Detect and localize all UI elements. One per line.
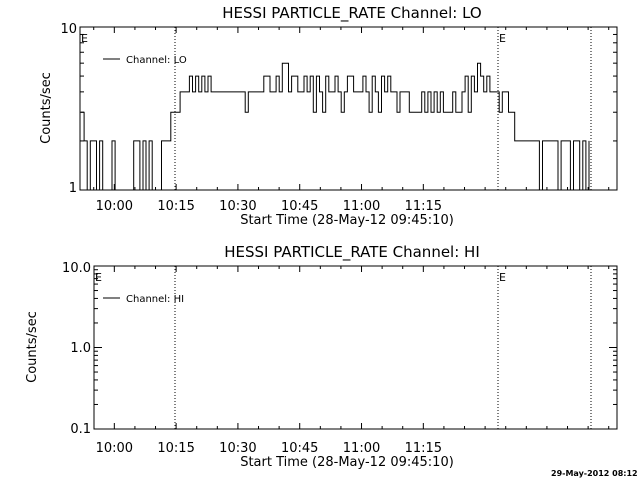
hi-x-tick-label: 10:00 (96, 441, 133, 456)
hi-event-label: E (95, 271, 102, 284)
hi-x-tick-labels: 10:00 10:15 10:30 10:45 11:00 11:15 (96, 441, 442, 456)
lo-y-tick-label-10: 10 (60, 22, 77, 37)
hi-y-tick-label-10: 10.0 (62, 261, 91, 276)
hi-chart-title: HESSI PARTICLE_RATE Channel: HI (224, 243, 480, 262)
hi-x-tick-label: 10:30 (219, 441, 256, 456)
footer-timestamp: 29-May-2012 08:12 (551, 469, 638, 478)
lo-plot-frame (79, 26, 618, 191)
lo-legend-label: Channel: LO (126, 55, 187, 66)
lo-event-label: E (499, 32, 506, 45)
lo-event-label: E (81, 32, 88, 45)
hi-legend-label: Channel: HI (126, 294, 184, 305)
hi-x-tick-label: 10:45 (281, 441, 318, 456)
panel-lo: HESSI PARTICLE_RATE Channel: LO 10 1 Cou… (39, 4, 618, 228)
lo-x-tick-label: 10:00 (96, 199, 133, 214)
lo-y-tick-label-1: 1 (69, 181, 77, 196)
lo-y-axis-label: Counts/sec (39, 72, 54, 144)
hi-x-axis-label: Start Time (28-May-12 09:45:10) (240, 455, 454, 470)
hi-x-tick-label: 11:15 (405, 441, 442, 456)
hi-ticks (94, 266, 617, 430)
hi-y-axis-label: Counts/sec (25, 311, 40, 383)
lo-x-tick-label: 10:45 (281, 199, 318, 214)
lo-x-tick-label: 10:30 (219, 199, 256, 214)
hi-y-tick-label-0-1: 0.1 (70, 422, 91, 437)
lo-x-tick-labels: 10:00 10:15 10:30 10:45 11:00 11:15 (96, 199, 442, 214)
hi-plot-frame (93, 265, 618, 430)
hi-x-tick-label: 10:15 (157, 441, 194, 456)
panel-hi: HESSI PARTICLE_RATE Channel: HI 10.0 1.0… (25, 243, 618, 470)
lo-x-axis-label: Start Time (28-May-12 09:45:10) (240, 213, 454, 228)
hi-x-tick-label: 11:00 (343, 441, 380, 456)
hi-y-tick-label-1: 1.0 (70, 341, 91, 356)
lo-x-tick-label: 10:15 (157, 199, 194, 214)
lo-x-tick-label: 11:15 (405, 199, 442, 214)
lo-x-tick-label: 11:00 (343, 199, 380, 214)
lo-series-line (81, 62, 590, 191)
lo-chart-title: HESSI PARTICLE_RATE Channel: LO (222, 4, 481, 23)
hi-event-label: E (499, 271, 506, 284)
lo-ticks (80, 27, 617, 191)
